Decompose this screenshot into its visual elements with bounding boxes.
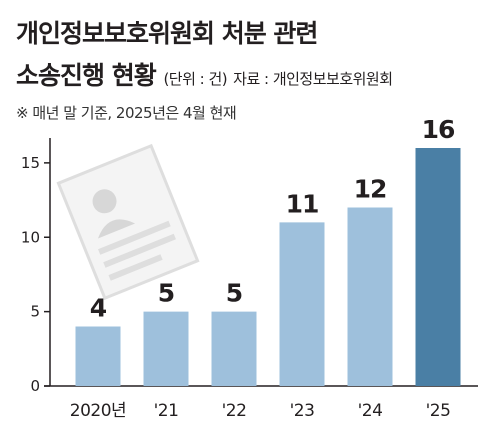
x-tick-label: '21 <box>154 401 179 421</box>
y-tick-label: 0 <box>30 377 40 395</box>
bar <box>75 326 121 386</box>
data-label: 4 <box>90 294 107 323</box>
data-label: 5 <box>158 279 174 308</box>
y-tick-label: 15 <box>21 154 40 172</box>
source-label: 자료 : 개인정보보호위원회 <box>233 70 393 88</box>
document-person-icon <box>56 143 200 301</box>
data-label: 12 <box>354 175 387 204</box>
y-tick-label: 10 <box>21 228 40 246</box>
chart-title-line2: 소송진행 현황 (단위 : 건) 자료 : 개인정보보호위원회 <box>16 56 393 92</box>
footnote: ※ 매년 말 기준, 2025년은 4월 현재 <box>16 104 237 122</box>
x-tick-label: '25 <box>426 401 451 421</box>
bar <box>211 311 257 386</box>
y-tick-label: 5 <box>30 303 40 321</box>
chart-title: 개인정보보호위원회 처분 관련 <box>16 19 318 48</box>
x-tick-label: 2020년 <box>70 401 126 421</box>
data-label: 16 <box>422 115 455 144</box>
x-tick-label: '22 <box>222 401 247 421</box>
unit-label: (단위 : 건) <box>163 70 228 88</box>
data-label: 5 <box>226 279 242 308</box>
x-tick-label: '24 <box>358 401 383 421</box>
chart-subtitle: 소송진행 현황 <box>16 61 157 90</box>
x-tick-label: '23 <box>290 401 315 421</box>
bar <box>143 311 189 386</box>
bar <box>279 222 325 386</box>
data-label: 11 <box>286 189 319 218</box>
bar <box>347 207 393 386</box>
bar <box>415 148 461 386</box>
